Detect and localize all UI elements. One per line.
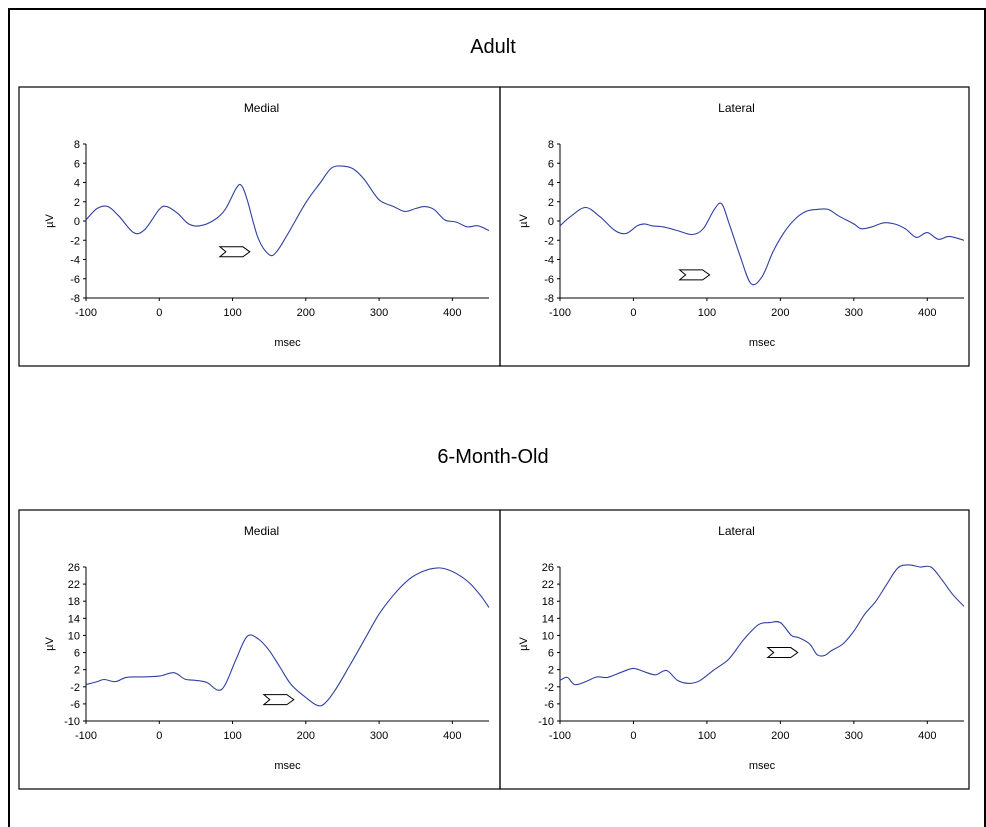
- y-tick-label: 4: [74, 178, 80, 190]
- x-tick-label: 100: [698, 730, 716, 742]
- y-axis-label: µV: [44, 214, 56, 228]
- y-tick-label: 10: [68, 630, 80, 642]
- panel-border: [18, 86, 501, 367]
- arrow-marker-icon: [262, 694, 295, 706]
- y-tick-label: 18: [68, 596, 80, 608]
- panel-border: [18, 509, 501, 790]
- y-tick-label: 6: [74, 158, 80, 170]
- y-tick-label: -10: [64, 716, 80, 728]
- y-axis-label: µV: [518, 637, 530, 651]
- y-tick-label: 6: [548, 158, 554, 170]
- y-tick-label: 22: [542, 579, 554, 591]
- y-tick-label: -6: [70, 274, 80, 286]
- y-tick-label: 22: [68, 579, 80, 591]
- chart-panel-2: Medial 26 22 18 14 10 6 2 -2 -6 -10 -100 0 100 200 300 4…: [18, 509, 501, 790]
- y-tick-label: 18: [542, 596, 554, 608]
- x-tick-label: -100: [549, 307, 571, 319]
- x-tick-label: 100: [223, 307, 241, 319]
- x-tick-label: -100: [549, 730, 571, 742]
- series-line-0: [559, 202, 965, 286]
- x-tick-label: -100: [75, 307, 97, 319]
- x-tick-label: 200: [297, 307, 315, 319]
- y-tick-label: -2: [544, 235, 554, 247]
- y-tick-label: 2: [548, 665, 554, 677]
- series-line-0: [85, 567, 490, 707]
- y-tick-label: 26: [542, 562, 554, 574]
- y-axis-label: µV: [518, 214, 530, 228]
- x-tick-label: 200: [771, 730, 789, 742]
- y-tick-label: -8: [70, 293, 80, 305]
- panel-title: Lateral: [718, 524, 755, 538]
- chart-panel-0: Medial 8 6 4 2 0 -2 -4 -6 -8 -100 0 100 200 300 400 msec…: [18, 86, 501, 367]
- x-tick-label: 100: [698, 307, 716, 319]
- x-tick-label: -100: [75, 730, 97, 742]
- y-tick-label: 6: [548, 648, 554, 660]
- panel-title: Medial: [244, 524, 279, 538]
- x-tick-label: 400: [443, 730, 461, 742]
- panel-title: Medial: [244, 101, 279, 115]
- x-axis-label: msec: [749, 760, 776, 772]
- y-tick-label: 14: [542, 613, 554, 625]
- y-tick-label: -2: [70, 235, 80, 247]
- x-axis-label: msec: [749, 337, 776, 349]
- y-tick-label: -4: [70, 255, 80, 267]
- y-tick-label: 10: [542, 630, 554, 642]
- series-line-0: [85, 165, 490, 257]
- x-tick-label: 100: [223, 730, 241, 742]
- y-tick-label: 2: [74, 665, 80, 677]
- x-tick-label: 0: [630, 730, 636, 742]
- y-tick-label: 8: [548, 139, 554, 151]
- x-tick-label: 0: [156, 307, 162, 319]
- y-tick-label: 14: [68, 613, 80, 625]
- x-tick-label: 300: [845, 730, 863, 742]
- arrow-marker-icon: [218, 246, 251, 258]
- y-axis-label: µV: [44, 637, 56, 651]
- x-tick-label: 200: [297, 730, 315, 742]
- y-tick-label: 2: [548, 197, 554, 209]
- y-tick-label: -2: [544, 682, 554, 694]
- panel-border: [499, 86, 970, 367]
- y-tick-label: 2: [74, 197, 80, 209]
- x-axis-label: msec: [274, 760, 301, 772]
- panel-border: [499, 509, 970, 790]
- x-tick-label: 300: [370, 730, 388, 742]
- x-tick-label: 0: [630, 307, 636, 319]
- x-tick-label: 400: [918, 307, 936, 319]
- y-tick-label: 8: [74, 139, 80, 151]
- chart-panel-1: Lateral 8 6 4 2 0 -2 -4 -6 -8 -100 0 100 200 300 400 mse…: [499, 86, 970, 367]
- x-axis-label: msec: [274, 337, 301, 349]
- section-title-6-month-old: 6-Month-Old: [437, 446, 549, 468]
- x-tick-label: 300: [845, 307, 863, 319]
- y-tick-label: 0: [74, 216, 80, 228]
- y-tick-label: -10: [538, 716, 554, 728]
- section-title-adult: Adult: [470, 36, 516, 58]
- y-tick-label: -6: [70, 699, 80, 711]
- y-tick-label: 0: [548, 216, 554, 228]
- y-tick-label: -2: [70, 682, 80, 694]
- x-tick-label: 400: [918, 730, 936, 742]
- y-tick-label: 4: [548, 178, 554, 190]
- y-tick-label: -6: [544, 274, 554, 286]
- y-tick-label: -6: [544, 699, 554, 711]
- y-tick-label: 26: [68, 562, 80, 574]
- arrow-marker-icon: [766, 647, 799, 659]
- arrow-marker-icon: [678, 269, 711, 281]
- y-tick-label: -8: [544, 293, 554, 305]
- x-tick-label: 0: [156, 730, 162, 742]
- x-tick-label: 400: [443, 307, 461, 319]
- x-tick-label: 300: [370, 307, 388, 319]
- figure-frame: [8, 8, 986, 827]
- y-tick-label: 6: [74, 648, 80, 660]
- panel-title: Lateral: [718, 101, 755, 115]
- y-tick-label: -4: [544, 255, 554, 267]
- chart-panel-3: Lateral 26 22 18 14 10 6 2 -2 -6 -10 -100 0 100 200 300…: [499, 509, 970, 790]
- x-tick-label: 200: [771, 307, 789, 319]
- series-line-0: [559, 564, 965, 686]
